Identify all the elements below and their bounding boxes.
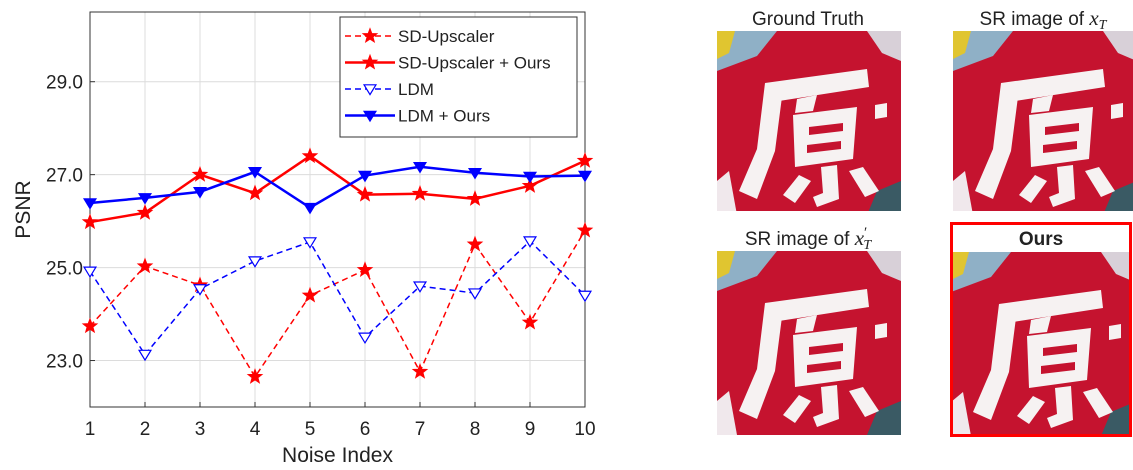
- panel-title: SR image of x′T: [745, 225, 872, 253]
- legend: SD-Upscaler SD-Upscaler + Ours LDM LDM + Ou…: [340, 17, 577, 137]
- panel-title: Ours: [1019, 229, 1063, 250]
- x-tick-label: 2: [140, 419, 151, 440]
- legend-label: LDM: [398, 80, 434, 99]
- x-tick-label: 5: [305, 419, 316, 440]
- x-tick-label: 7: [415, 419, 426, 440]
- x-tick-label: 10: [574, 419, 595, 440]
- panel-title: Ground Truth: [752, 9, 864, 30]
- legend-label: SD-Upscaler: [398, 27, 495, 46]
- x-tick-label: 3: [195, 419, 206, 440]
- x-tick-label: 9: [525, 419, 536, 440]
- page: Ground Truth SR image of xT SR image of …: [0, 0, 1133, 470]
- x-tick-label: 6: [360, 419, 371, 440]
- x-tick-label: 8: [470, 419, 481, 440]
- panel-title: SR image of xT: [980, 6, 1108, 33]
- x-tick-label: 4: [250, 419, 261, 440]
- y-tick-label: 23.0: [46, 352, 83, 373]
- image-sr-xt: [953, 31, 1133, 215]
- legend-label: LDM + Ours: [398, 107, 490, 126]
- x-tick-label: 1: [85, 419, 96, 440]
- y-axis-label: PSNR: [12, 180, 35, 238]
- legend-label: SD-Upscaler + Ours: [398, 54, 551, 73]
- y-tick-label: 29.0: [46, 73, 83, 94]
- y-tick-label: 27.0: [46, 166, 83, 187]
- image-ground-truth: [717, 31, 901, 215]
- figure: Ground Truth SR image of xT SR image of …: [0, 0, 1133, 470]
- x-axis-label: Noise Index: [282, 444, 393, 467]
- y-tick-label: 25.0: [46, 259, 83, 280]
- image-sr-xt-prime: [717, 251, 901, 435]
- image-ours: [951, 252, 1133, 436]
